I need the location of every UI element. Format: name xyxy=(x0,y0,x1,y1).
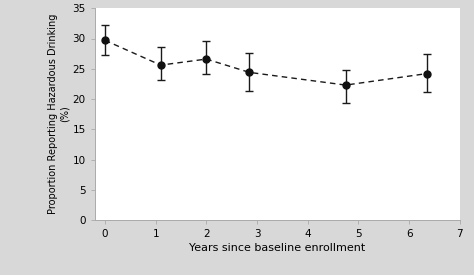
Y-axis label: Proportion Reporting Hazardous Drinking
(%): Proportion Reporting Hazardous Drinking … xyxy=(48,14,70,214)
X-axis label: Years since baseline enrollment: Years since baseline enrollment xyxy=(189,243,365,253)
